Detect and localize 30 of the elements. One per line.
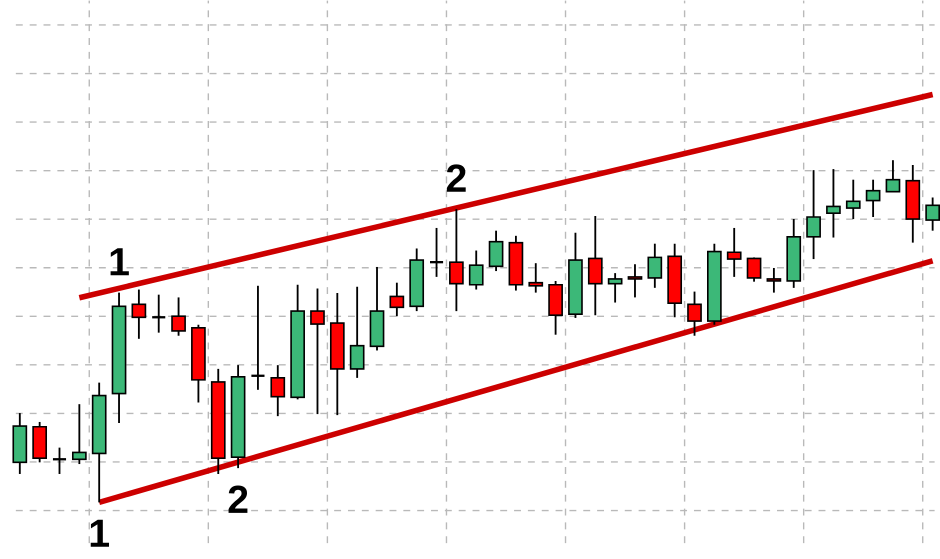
- candlestick: [846, 178, 861, 220]
- candlestick: [428, 227, 444, 278]
- candlestick: [449, 208, 464, 312]
- candlestick: [72, 403, 87, 465]
- candlestick: [866, 178, 880, 218]
- candlestick: [886, 159, 900, 193]
- candlestick: [806, 169, 821, 260]
- candlestick: [350, 286, 365, 379]
- candlestick: [171, 296, 186, 337]
- candlestick: [132, 288, 146, 340]
- annotation: 1: [110, 248, 129, 276]
- candlestick: [468, 250, 484, 290]
- candlestick: [746, 256, 762, 283]
- candlestick: [250, 284, 266, 391]
- candlestick: [647, 242, 662, 289]
- annotation: 2: [446, 164, 466, 192]
- candlestick: [826, 168, 841, 238]
- candlestick: [270, 364, 286, 418]
- candlestick: [151, 294, 166, 334]
- candlestick: [52, 446, 68, 475]
- candlestick: [389, 282, 404, 318]
- candlestick: [608, 272, 622, 304]
- candlestick: [766, 267, 782, 294]
- candlestick: [528, 262, 544, 294]
- annotation: 2: [228, 486, 248, 513]
- candlestick: [726, 227, 742, 278]
- annotation: 1: [90, 520, 110, 547]
- candlestick: [687, 290, 702, 337]
- candlestick: [310, 288, 325, 416]
- candlestick: [628, 263, 642, 298]
